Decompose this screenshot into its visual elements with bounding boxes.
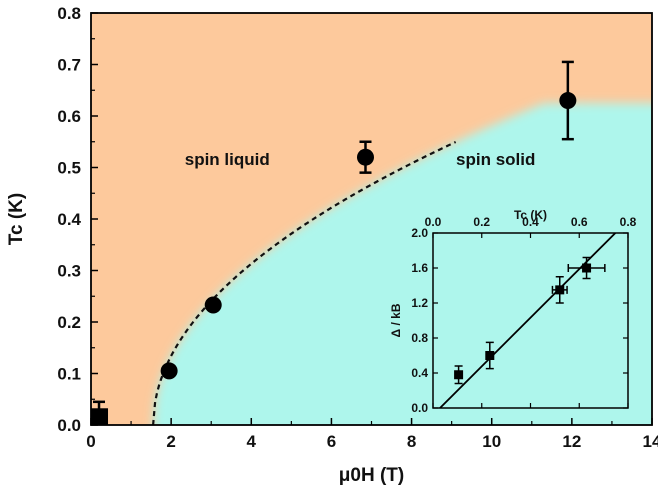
spin-solid-region	[153, 103, 652, 425]
data-point	[356, 148, 374, 166]
data-point	[160, 362, 178, 380]
inset-data-point	[454, 370, 464, 380]
x-tick-label: 14	[643, 432, 658, 451]
inset-y-tick-label: 0.4	[411, 366, 428, 380]
inset-y-tick-label: 0.8	[411, 331, 428, 345]
x-tick-label: 0	[86, 432, 95, 451]
inset-y-tick-label: 1.6	[411, 261, 428, 275]
inset-x-tick-label: 0.0	[425, 215, 442, 229]
y-tick-label: 0.6	[57, 107, 81, 126]
data-point	[559, 92, 577, 110]
y-tick-label: 0.4	[57, 210, 81, 229]
inset-data-point	[555, 285, 565, 295]
inset-y-tick-label: 1.2	[411, 296, 428, 310]
plot-area	[91, 13, 652, 425]
y-tick-label: 0.5	[57, 159, 81, 178]
inset-y-axis-title: Δ / kB	[389, 303, 403, 337]
inset-data-point	[485, 351, 495, 360]
spin-liquid-label: spin liquid	[185, 150, 270, 169]
y-tick-label: 0.0	[57, 416, 81, 435]
y-tick-label: 0.1	[57, 365, 81, 384]
inset-x-tick-label: 0.2	[473, 215, 490, 229]
inset-x-tick-label: 0.8	[620, 215, 637, 229]
data-point	[204, 296, 222, 314]
x-tick-label: 2	[166, 432, 175, 451]
y-tick-label: 0.7	[57, 56, 81, 75]
inset-y-tick-label: 2.0	[411, 226, 428, 240]
inset-data-point	[582, 263, 592, 273]
x-tick-label: 6	[327, 432, 336, 451]
y-axis-title: Tc (K)	[6, 193, 27, 245]
inset-chart: 0.0 0.2 0.4 0.6 0.8 0.0 0.4 0.8 1.2 1.6 2.0 Tc (K) Δ…	[389, 208, 637, 415]
x-tick-label: 8	[407, 432, 416, 451]
fit-curve	[152, 140, 457, 425]
inset-x-tick-label: 0.6	[571, 215, 588, 229]
spin-solid-label: spin solid	[456, 150, 535, 169]
y-tick-label: 0.2	[57, 313, 81, 332]
inset-x-axis-title: Tc (K)	[514, 208, 547, 222]
inset-x-tick-label: 0.4	[522, 215, 539, 229]
data-point	[91, 408, 109, 425]
inset-y-tick-label: 0.0	[411, 401, 428, 415]
x-axis-title: μ0H (T)	[339, 465, 404, 486]
y-tick-label: 0.3	[57, 262, 81, 281]
x-tick-label: 10	[482, 432, 501, 451]
x-tick-label: 12	[562, 432, 581, 451]
x-tick-label: 4	[247, 432, 257, 451]
y-tick-label: 0.8	[57, 4, 81, 23]
